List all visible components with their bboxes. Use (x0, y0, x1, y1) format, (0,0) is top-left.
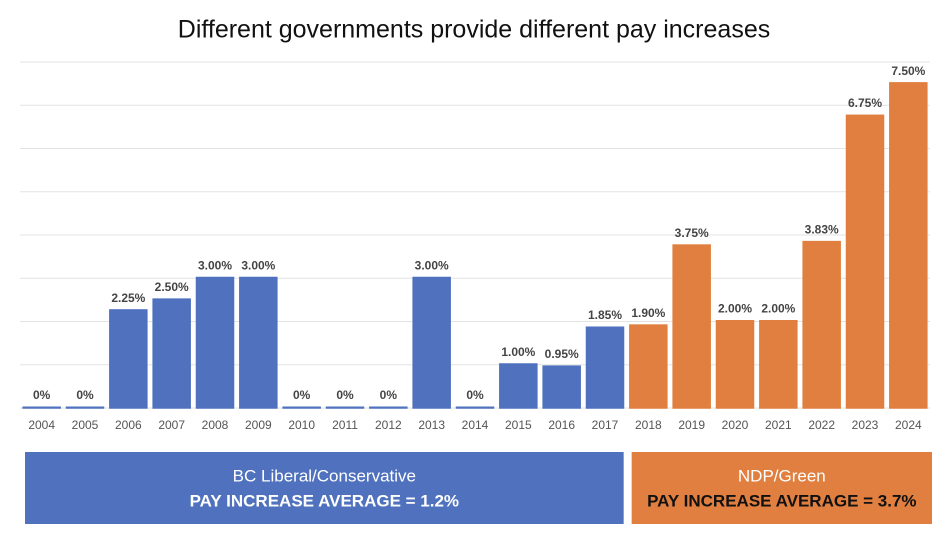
bar (239, 276, 278, 409)
x-tick-label: 2010 (288, 418, 315, 432)
x-tick-label: 2011 (332, 418, 358, 432)
bar (325, 406, 365, 409)
x-tick-label: 2013 (418, 418, 445, 432)
bar (499, 363, 538, 409)
value-label: 6.75% (848, 96, 882, 110)
bar (412, 276, 451, 409)
bar (715, 320, 755, 409)
bar (369, 406, 408, 409)
value-label: 7.50% (891, 64, 925, 78)
x-tick-label: 2005 (72, 418, 99, 432)
bar (455, 406, 495, 409)
bar (282, 406, 321, 409)
bar (152, 298, 191, 409)
bar (802, 240, 841, 409)
x-tick-label: 2022 (808, 418, 835, 432)
value-label: 3.83% (805, 223, 839, 237)
value-label: 0% (33, 388, 51, 402)
value-label: 0.95% (545, 347, 579, 361)
value-label: 2.50% (155, 280, 189, 294)
value-label: 1.90% (631, 306, 665, 320)
value-label: 1.85% (588, 308, 622, 322)
bar (585, 326, 625, 409)
x-tick-label: 2009 (245, 418, 272, 432)
bar (889, 82, 928, 409)
x-tick-label: 2015 (505, 418, 532, 432)
x-tick-label: 2024 (895, 418, 922, 432)
legend-note: PAY INCREASE AVERAGE = 3.7% (647, 491, 916, 510)
value-label: 1.00% (501, 345, 535, 359)
x-tick-label: 2016 (548, 418, 575, 432)
legend-box (25, 452, 624, 524)
value-label: 2.00% (718, 302, 752, 316)
x-tick-label: 2020 (722, 418, 749, 432)
value-label: 2.25% (111, 291, 145, 305)
value-label: 3.00% (415, 258, 449, 272)
x-tick-label: 2014 (462, 418, 489, 432)
x-tick-label: 2007 (158, 418, 185, 432)
legend-box (631, 452, 932, 524)
bar (629, 324, 668, 409)
bar (759, 320, 798, 409)
bar (109, 309, 148, 409)
x-tick-label: 2004 (28, 418, 55, 432)
x-tick-label: 2012 (375, 418, 402, 432)
value-label: 2.00% (761, 302, 795, 316)
x-tick-label: 2023 (852, 418, 879, 432)
value-label: 3.00% (198, 258, 232, 272)
legend-label: BC Liberal/Conservative (233, 466, 416, 485)
legend-note: PAY INCREASE AVERAGE = 1.2% (190, 491, 459, 510)
x-tick-label: 2008 (202, 418, 229, 432)
x-tick-label: 2021 (765, 418, 792, 432)
bar (542, 365, 581, 409)
bar (65, 406, 105, 409)
value-label: 0% (293, 388, 311, 402)
value-label: 0% (466, 388, 484, 402)
x-tick-label: 2018 (635, 418, 662, 432)
value-label: 3.00% (241, 258, 275, 272)
value-label: 0% (380, 388, 398, 402)
x-tick-label: 2017 (592, 418, 619, 432)
bar (22, 406, 61, 409)
bar (195, 276, 235, 409)
value-label: 0% (336, 388, 354, 402)
value-label: 3.75% (675, 226, 709, 240)
bar (845, 114, 885, 409)
legend-label: NDP/Green (738, 466, 826, 485)
x-tick-label: 2019 (678, 418, 705, 432)
chart-title: Different governments provide different … (178, 16, 770, 44)
x-tick-label: 2006 (115, 418, 142, 432)
value-label: 0% (76, 388, 94, 402)
bar (672, 244, 711, 409)
